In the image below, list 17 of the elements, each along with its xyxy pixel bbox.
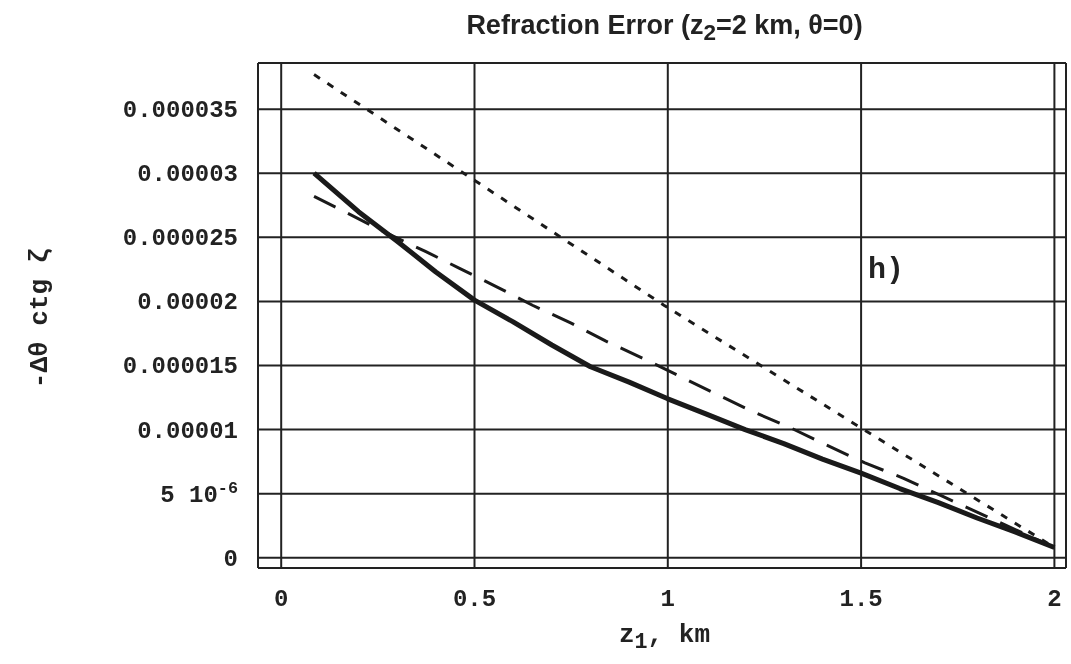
y-tick-label: 0.000025 (122, 225, 238, 253)
y-tick-label: 0.00002 (137, 289, 238, 317)
annotation: h) (868, 253, 905, 287)
x-tick-label: 0 (273, 586, 289, 613)
y-tick-label: 0.000015 (122, 353, 238, 381)
chart-title: Refraction Error (z$_{2}$=2 km, θ=0) (465, 10, 864, 47)
y-tick-label: 0.00003 (137, 161, 238, 189)
x-tick-label: 1 (660, 586, 675, 613)
x-tick-label: 2 (1047, 586, 1062, 613)
y-tick-label: 0.000035 (122, 97, 238, 125)
y-tick-label: 0.00001 (137, 417, 238, 445)
y-tick-label: 0 (223, 545, 238, 573)
y-tick-label: 5 10$^{-6}$ (160, 478, 238, 509)
x-tick-label: 0.5 (452, 586, 497, 613)
x-axis-title: z$_{1}$, km (618, 620, 711, 656)
x-tick-label: 1.5 (839, 586, 883, 613)
y-axis-title: -Δθ ctg ζ (25, 247, 55, 389)
